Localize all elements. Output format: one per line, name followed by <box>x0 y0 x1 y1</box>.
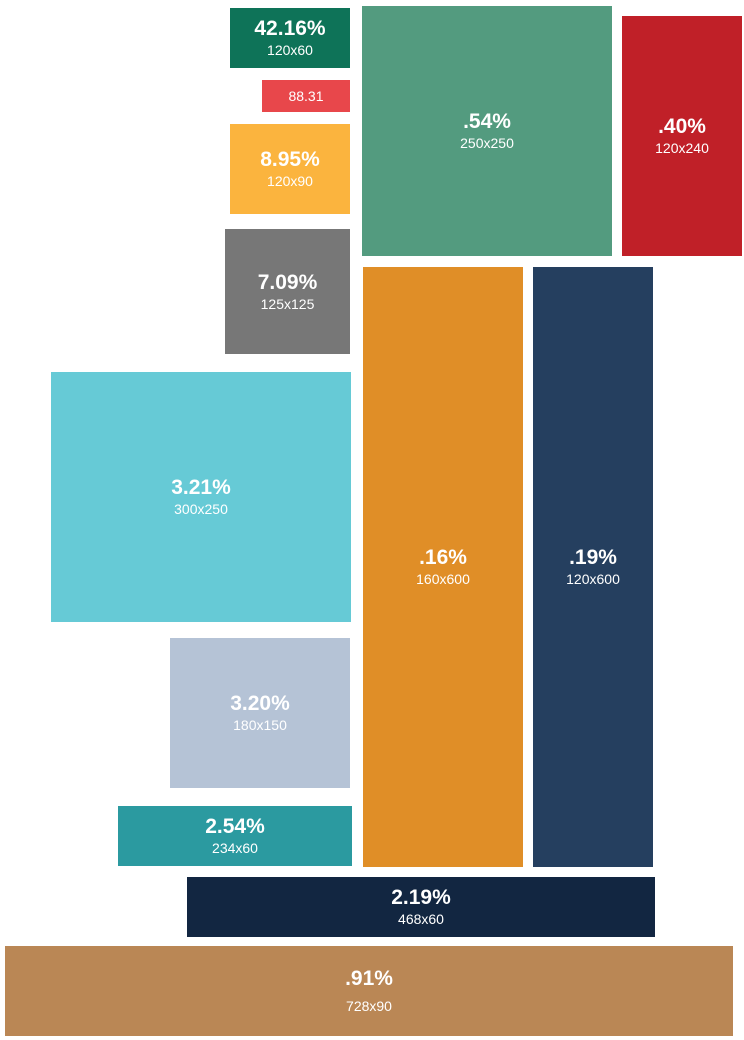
block-percent: 8.95% <box>260 148 320 171</box>
block-size-label: 88.31 <box>288 88 324 104</box>
ad-size-block: 3.21% 300x250 <box>51 372 351 622</box>
ad-size-block: .40% 120x240 <box>622 16 742 256</box>
ad-size-block: 42.16% 120x60 <box>230 8 350 68</box>
block-size-label: 180x150 <box>233 717 287 733</box>
block-percent: .54% <box>463 110 511 133</box>
block-size-label: 468x60 <box>398 911 444 927</box>
ad-size-block: .91% 728x90 <box>5 946 733 1036</box>
block-size-label: 728x90 <box>346 998 392 1014</box>
ad-size-block: 8.95% 120x90 <box>230 124 350 214</box>
block-percent: 3.21% <box>171 476 231 499</box>
block-size-label: 125x125 <box>260 295 315 312</box>
block-percent: .19% <box>569 546 617 569</box>
block-percent: 2.19% <box>391 886 451 909</box>
block-percent: 7.09% <box>257 270 318 294</box>
block-percent: 2.54% <box>205 815 265 838</box>
block-size-label: 120x600 <box>566 571 620 587</box>
block-size-label: 120x240 <box>655 140 709 156</box>
ad-size-block: 88.31 <box>262 80 350 112</box>
ad-size-block: 7.09% 125x125 <box>225 229 350 354</box>
block-size-label: 120x60 <box>267 42 313 58</box>
block-size-label: 120x90 <box>267 173 313 189</box>
block-percent: 42.16% <box>254 17 326 40</box>
ad-size-block: .19% 120x600 <box>533 267 653 867</box>
block-percent: .91% <box>345 967 393 990</box>
ad-size-block: 2.54% 234x60 <box>118 806 352 866</box>
block-percent: .16% <box>419 546 467 569</box>
ad-size-block: .16% 160x600 <box>363 267 523 867</box>
block-size-label: 234x60 <box>212 840 258 856</box>
block-size-label: 250x250 <box>460 135 514 151</box>
block-percent: 3.20% <box>230 692 290 715</box>
block-size-label: 160x600 <box>416 571 470 587</box>
ad-size-block: 3.20% 180x150 <box>170 638 350 788</box>
ad-size-block: .54% 250x250 <box>362 6 612 256</box>
ad-size-block: 2.19% 468x60 <box>187 877 655 937</box>
block-size-label: 300x250 <box>174 501 228 517</box>
block-percent: .40% <box>658 115 706 138</box>
